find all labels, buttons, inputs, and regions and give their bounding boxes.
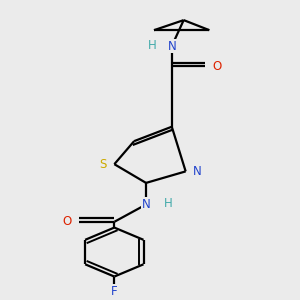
- Text: F: F: [111, 285, 118, 298]
- Text: O: O: [212, 60, 221, 73]
- Text: N: N: [167, 40, 176, 52]
- Text: S: S: [100, 158, 107, 171]
- Text: N: N: [142, 198, 150, 211]
- Text: H: H: [164, 197, 172, 210]
- Text: O: O: [62, 215, 71, 228]
- Text: N: N: [192, 165, 201, 178]
- Text: H: H: [148, 39, 156, 52]
